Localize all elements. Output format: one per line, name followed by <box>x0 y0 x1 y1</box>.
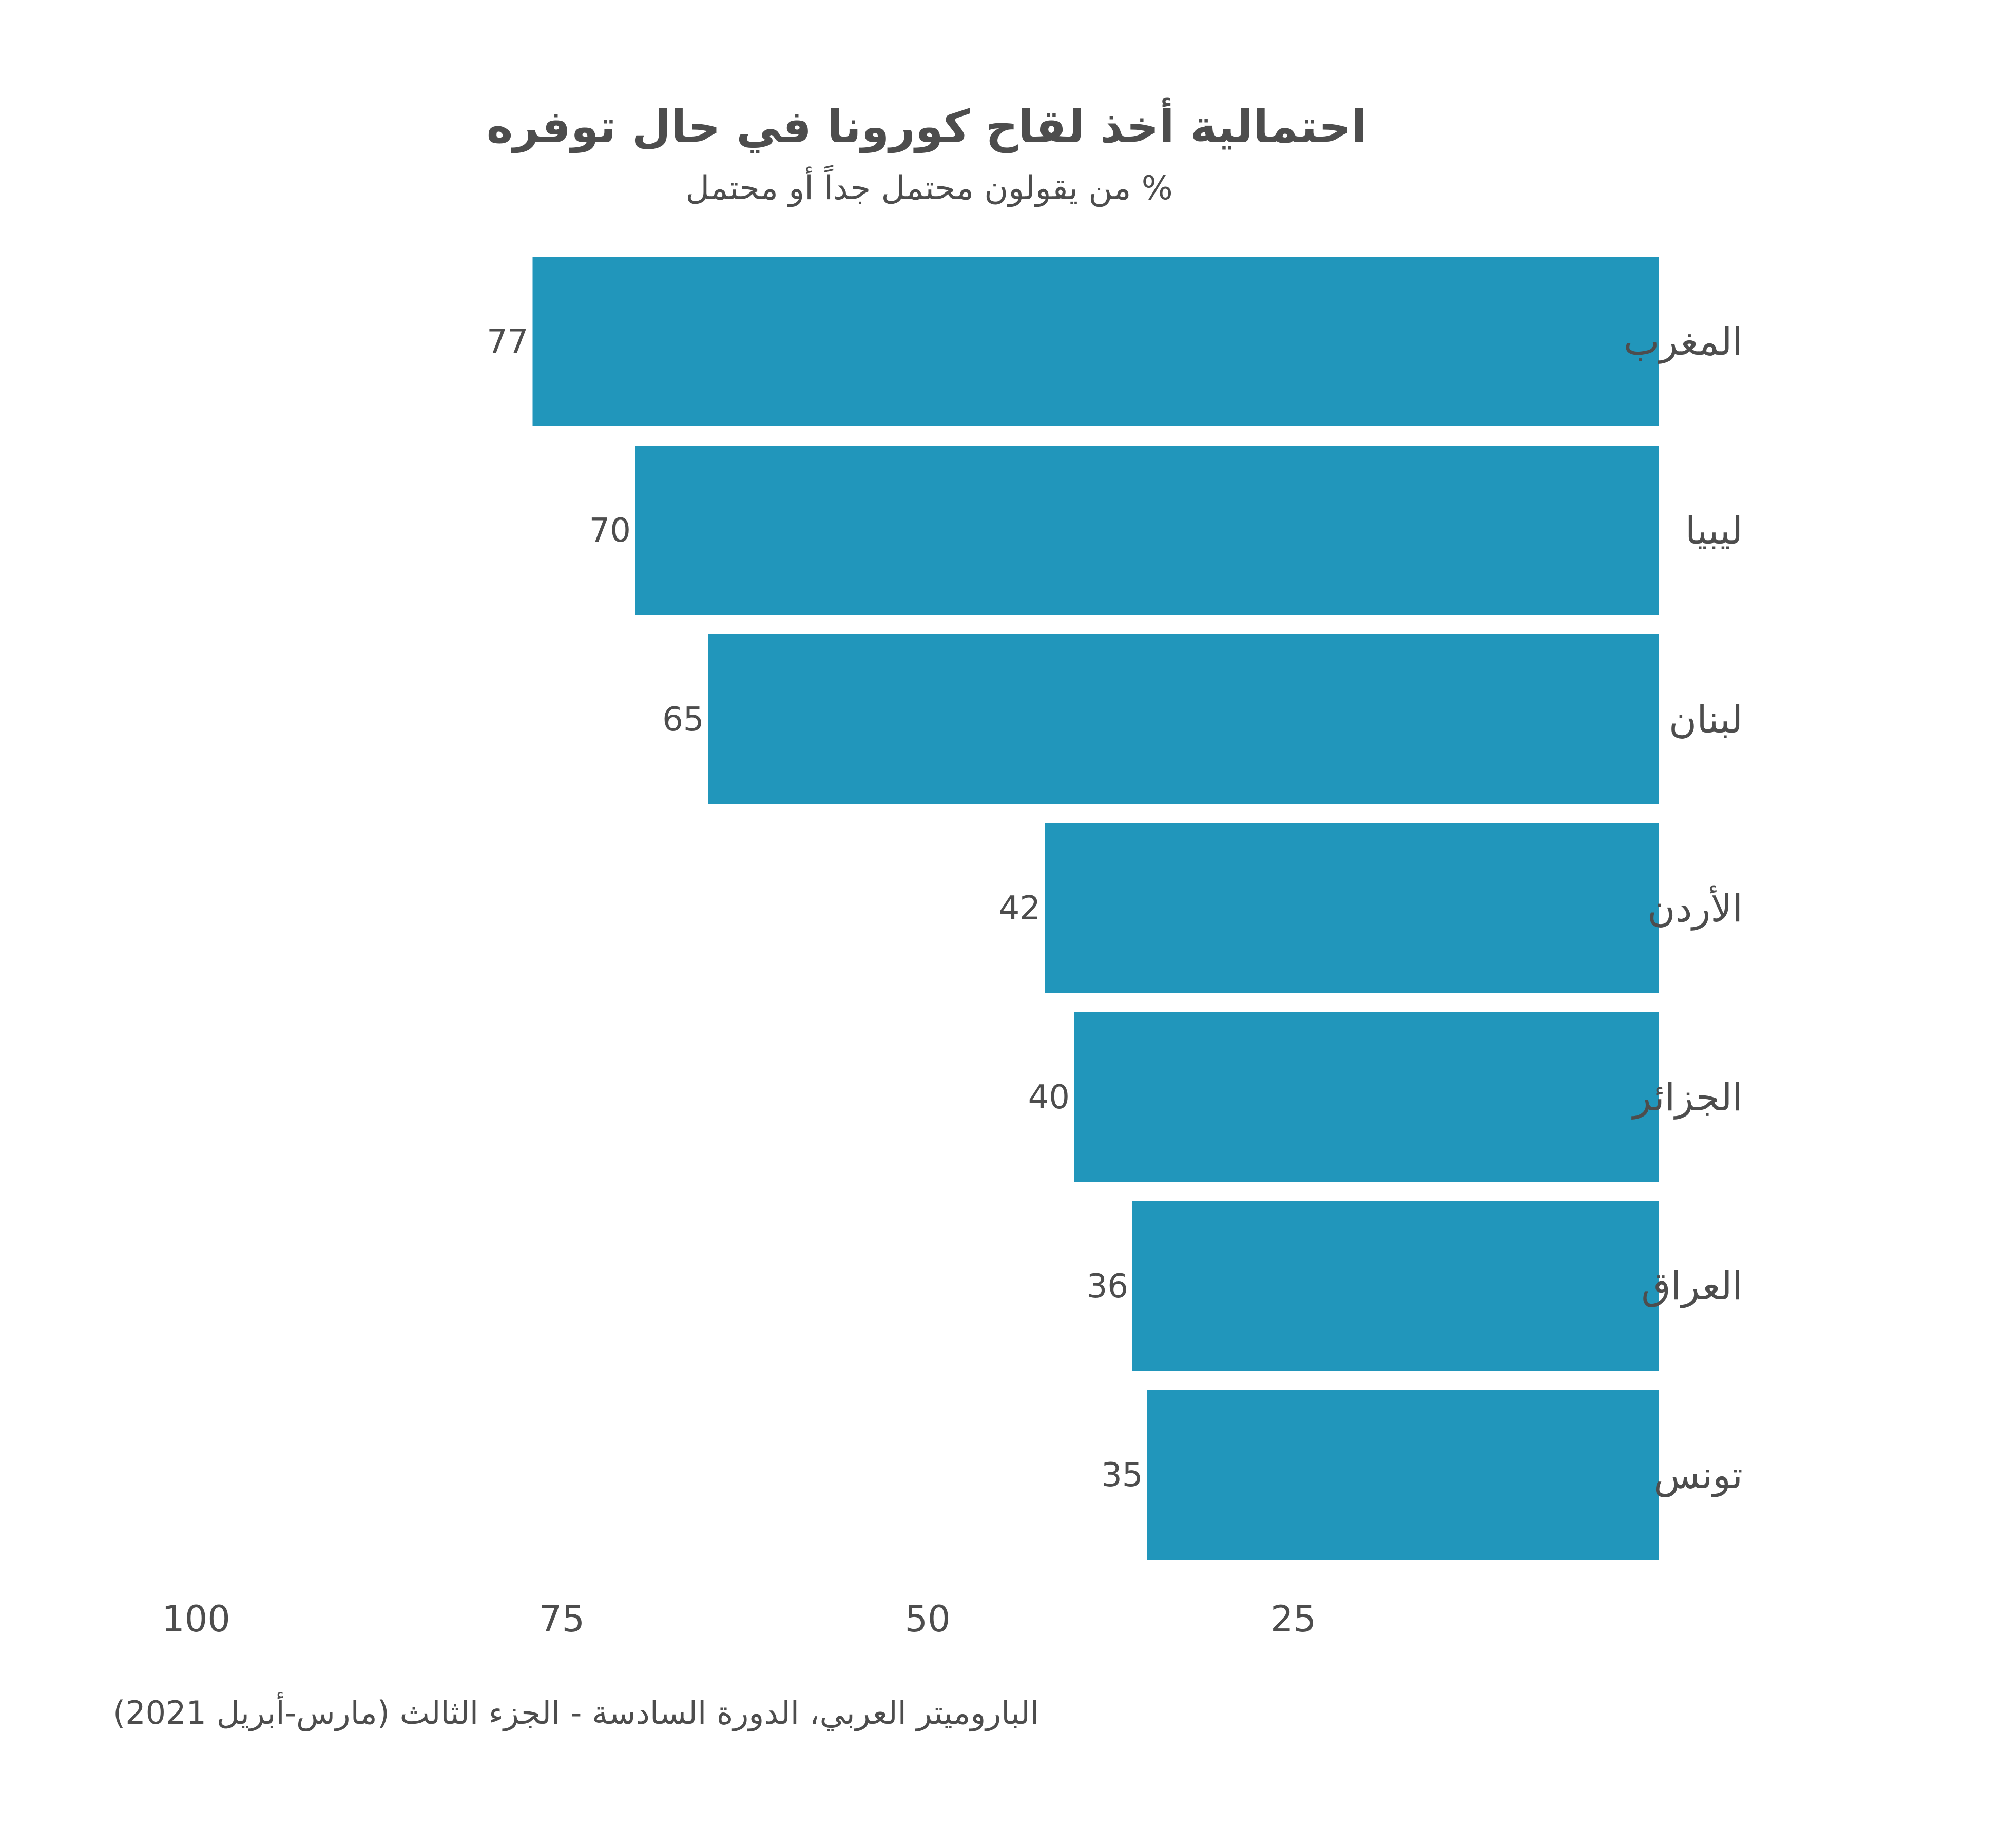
bar <box>1132 1201 1659 1371</box>
x-tick-label: 75 <box>539 1598 585 1640</box>
data-label: 35 <box>1101 1456 1143 1494</box>
data-label: 77 <box>487 323 528 361</box>
x-tick-label: 25 <box>1270 1598 1316 1640</box>
category-label: العراق <box>1641 1264 1743 1308</box>
category-label: تونس <box>1653 1453 1743 1497</box>
x-tick-label: 50 <box>904 1598 950 1640</box>
category-label: الأردن <box>1647 885 1743 931</box>
chart-title: احتمالية أخذ لقاح كورونا في حال توفره <box>486 100 1367 153</box>
category-label: الجزائر <box>1631 1075 1743 1120</box>
bar <box>532 257 1659 426</box>
chart-subtitle: % من يقولون محتمل جداً أو محتمل <box>685 169 1173 207</box>
category-label: ليبيا <box>1685 509 1743 553</box>
bar <box>635 446 1659 615</box>
data-label: 65 <box>662 701 704 739</box>
bar <box>708 634 1659 804</box>
category-label: لبنان <box>1669 698 1743 742</box>
category-label: المغرب <box>1624 320 1743 364</box>
bar <box>1074 1012 1659 1182</box>
data-label: 40 <box>1028 1079 1070 1116</box>
bar <box>1147 1390 1659 1560</box>
bar <box>1045 823 1659 993</box>
source-note: الباروميتر العربي، الدورة السادسة - الجز… <box>113 1694 1039 1731</box>
data-label: 70 <box>589 512 631 550</box>
x-tick-label: 100 <box>162 1598 230 1640</box>
data-label: 42 <box>999 890 1041 928</box>
data-label: 36 <box>1087 1267 1128 1305</box>
